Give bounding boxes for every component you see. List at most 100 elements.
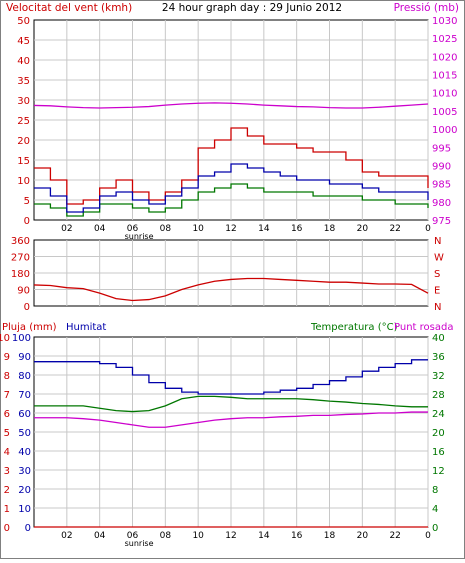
dewpoint-title: Punt rosada xyxy=(394,322,453,333)
x-tick-label: 16 xyxy=(291,531,303,541)
y-tick-label: 985 xyxy=(432,180,451,191)
y-tick-label: 1005 xyxy=(432,107,457,118)
temperature-title: Temperatura (°C) xyxy=(310,322,398,333)
y-tick-label: 20 xyxy=(432,428,445,439)
wind-series-line-1 xyxy=(34,183,429,217)
x-tick-label: 16 xyxy=(291,224,303,234)
x-tick-label: 14 xyxy=(258,531,270,541)
compass-label: N xyxy=(434,236,441,247)
y-tick-label: 5 xyxy=(24,196,30,207)
x-tick-label: 18 xyxy=(324,531,336,541)
y-tick-label: 3 xyxy=(4,466,10,477)
y-tick-label: 4 xyxy=(432,504,438,515)
x-tick-label: 22 xyxy=(389,531,400,541)
compass-label: W xyxy=(434,253,444,264)
y-tick-label: 360 xyxy=(11,236,30,247)
y-tick-label: 100 xyxy=(12,333,31,344)
y-tick-label: 20 xyxy=(17,136,30,147)
y-tick-label: 270 xyxy=(11,253,30,264)
y-tick-label: 980 xyxy=(432,198,451,209)
y-tick-label: 0 xyxy=(25,523,31,534)
x-tick-label: 22 xyxy=(389,224,400,234)
y-tick-label: 5 xyxy=(4,428,10,439)
wind-series-line-2 xyxy=(34,163,429,213)
y-tick-label: 995 xyxy=(432,143,451,154)
x-tick-label: 12 xyxy=(225,531,236,541)
y-tick-label: 0 xyxy=(24,216,30,227)
x-tick-label: 06 xyxy=(127,224,139,234)
y-tick-label: 35 xyxy=(17,76,30,87)
x-tick-label: 14 xyxy=(258,224,270,234)
y-tick-label: 45 xyxy=(17,36,30,47)
y-tick-label: 4 xyxy=(4,447,10,458)
y-tick-label: 40 xyxy=(18,447,31,458)
y-tick-label: 6 xyxy=(4,409,10,420)
y-tick-label: 0 xyxy=(4,523,10,534)
x-tick-label: 02 xyxy=(61,531,72,541)
y-tick-label: 8 xyxy=(432,485,438,496)
x-tick-label: 0 xyxy=(425,224,431,234)
y-tick-label: 50 xyxy=(18,428,31,439)
wind-direction-line xyxy=(33,277,429,302)
pressure-series-line xyxy=(33,102,429,109)
x-tick-label: 06 xyxy=(127,531,139,541)
rain-title: Pluja (mm) xyxy=(2,322,57,333)
x-tick-label: 0 xyxy=(425,531,431,541)
compass-label: S xyxy=(434,269,440,280)
y-tick-label: 28 xyxy=(432,390,445,401)
x-tick-label: 20 xyxy=(357,531,369,541)
y-tick-label: 50 xyxy=(17,16,30,27)
x-tick-label: 04 xyxy=(94,531,106,541)
y-tick-label: 0 xyxy=(432,523,438,534)
y-tick-label: 1030 xyxy=(432,16,457,27)
x-tick-label: 08 xyxy=(160,224,172,234)
y-tick-label: 10 xyxy=(17,176,30,187)
y-tick-label: 180 xyxy=(11,269,30,280)
y-tick-label: 1 xyxy=(4,504,10,515)
x-tick-label: 08 xyxy=(160,531,172,541)
temperature-series-line xyxy=(34,395,428,413)
y-tick-label: 70 xyxy=(18,390,31,401)
y-tick-label: 10 xyxy=(0,333,10,344)
y-tick-label: 1025 xyxy=(432,34,457,45)
x-tick-label: 20 xyxy=(357,224,369,234)
sunrise-label: sunrise xyxy=(125,232,154,241)
y-tick-label: 16 xyxy=(432,447,445,458)
y-tick-label: 25 xyxy=(17,116,30,127)
y-tick-label: 2 xyxy=(4,485,10,496)
y-tick-label: 15 xyxy=(17,156,30,167)
y-tick-label: 8 xyxy=(4,371,10,382)
y-tick-label: 1020 xyxy=(432,52,457,63)
compass-label: E xyxy=(434,286,440,297)
y-tick-label: 0 xyxy=(24,302,30,313)
x-tick-label: 02 xyxy=(61,224,72,234)
x-tick-label: 10 xyxy=(192,224,204,234)
y-tick-label: 80 xyxy=(18,371,31,382)
x-tick-label: 04 xyxy=(94,224,106,234)
y-tick-label: 60 xyxy=(18,409,31,420)
dewpoint-series-line xyxy=(34,411,428,428)
y-tick-label: 32 xyxy=(432,371,445,382)
y-tick-label: 1010 xyxy=(432,89,457,100)
y-tick-label: 9 xyxy=(4,352,10,363)
y-tick-label: 90 xyxy=(17,286,30,297)
y-tick-label: 12 xyxy=(432,466,445,477)
y-tick-label: 1015 xyxy=(432,71,457,82)
pressure-title: Pressió (mb) xyxy=(394,2,459,14)
y-tick-label: 24 xyxy=(432,409,445,420)
y-tick-label: 975 xyxy=(432,216,451,227)
y-tick-label: 40 xyxy=(17,56,30,67)
y-tick-label: 36 xyxy=(432,352,445,363)
y-tick-label: 1000 xyxy=(432,125,457,136)
humidity-series-line xyxy=(34,359,428,395)
x-tick-label: 12 xyxy=(225,224,236,234)
y-tick-label: 10 xyxy=(18,504,31,515)
y-tick-label: 990 xyxy=(432,161,451,172)
compass-label: N xyxy=(434,302,441,313)
humidity-title: Humitat xyxy=(66,322,106,333)
x-tick-label: 18 xyxy=(324,224,336,234)
x-tick-label: 10 xyxy=(192,531,204,541)
